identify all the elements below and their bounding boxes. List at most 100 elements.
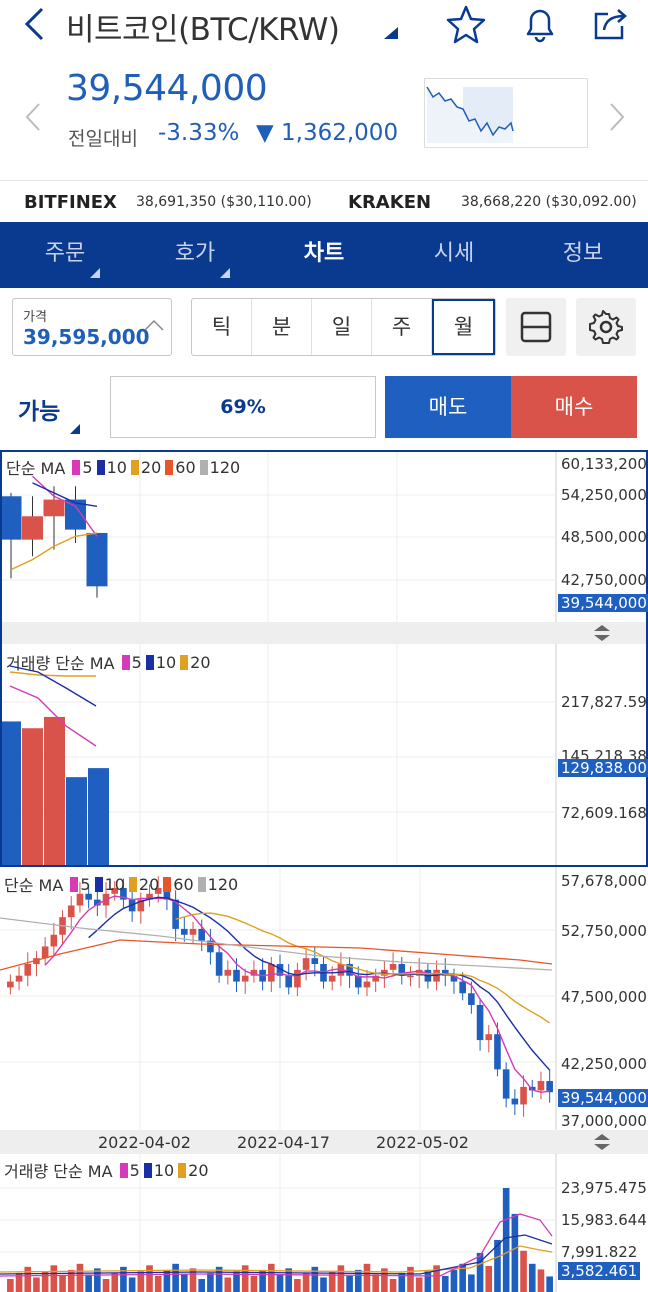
volume-bar xyxy=(88,768,109,866)
ma20-swatch xyxy=(180,654,189,670)
candle xyxy=(468,993,475,1005)
daily-volume-ma-legend: 거래량 단순 MA 5 10 20 xyxy=(4,1160,209,1182)
candle xyxy=(94,899,101,906)
mini-chart[interactable] xyxy=(424,78,588,148)
price-ma-legend: 단순 MA 5 10 20 60 120 xyxy=(6,457,241,479)
candle xyxy=(111,887,119,894)
candle xyxy=(511,1098,519,1105)
y-tick-label: 52,750,000 xyxy=(561,922,647,940)
page-title[interactable]: 비트코인(BTC/KRW) xyxy=(66,12,340,48)
gear-icon xyxy=(576,310,636,360)
chart-area[interactable]: 단순 MA 5 10 20 60 120 60,133,200 54,250,0… xyxy=(0,450,648,1292)
candle xyxy=(0,496,22,540)
candle xyxy=(346,964,353,976)
volume-bar xyxy=(276,1274,284,1292)
buy-button[interactable]: 매수 xyxy=(511,376,637,438)
volume-bar xyxy=(33,1277,40,1292)
exchange-value: 38,668,220 ($30,092.00) xyxy=(461,194,637,210)
volume-bar xyxy=(441,1275,449,1292)
y-tick-label: 42,250,000 xyxy=(561,1055,647,1073)
candle xyxy=(163,887,171,900)
volume-bar xyxy=(181,1274,188,1292)
available-label[interactable]: 가능 xyxy=(18,399,61,425)
panel-splitter xyxy=(0,622,648,644)
y-tick-label: 23,975.475 xyxy=(561,1179,647,1197)
chart-selection-frame xyxy=(0,450,648,867)
price-selector[interactable]: 가격 39,595,000 xyxy=(12,298,172,356)
bell-icon[interactable] xyxy=(520,4,560,48)
candle xyxy=(233,969,240,982)
candle xyxy=(241,975,249,982)
candle xyxy=(50,934,58,947)
y-tick-label: 217,827.599 xyxy=(561,693,648,711)
tab-order[interactable]: 주문 xyxy=(0,222,130,288)
daily-ma-legend: 단순 MA 5 10 20 60 120 xyxy=(4,874,239,896)
ma10-swatch xyxy=(143,1162,152,1178)
ma20-swatch xyxy=(178,1162,187,1178)
candle xyxy=(285,975,293,988)
ma5-swatch xyxy=(70,876,79,892)
period-tick[interactable]: 틱 xyxy=(192,299,252,355)
candle xyxy=(328,975,336,982)
panel-splitter xyxy=(0,1130,648,1154)
share-icon[interactable] xyxy=(592,4,632,48)
period-minute[interactable]: 분 xyxy=(252,299,312,355)
ma5-line xyxy=(32,475,98,537)
exchange-name: BITFINEX xyxy=(24,192,117,213)
prev-arrow-icon[interactable] xyxy=(24,102,42,136)
volume-bar xyxy=(398,1272,406,1292)
ma10-swatch xyxy=(96,459,105,475)
settings-button[interactable] xyxy=(576,298,636,356)
candle xyxy=(120,887,127,900)
percent-selector[interactable]: 69% xyxy=(110,376,376,438)
volume-bar xyxy=(128,1277,136,1292)
ma20-line xyxy=(10,532,98,571)
star-icon[interactable] xyxy=(446,4,486,48)
sell-button[interactable]: 매도 xyxy=(385,376,511,438)
volume-bar xyxy=(285,1268,293,1292)
candle xyxy=(389,964,397,970)
ma10-line xyxy=(0,1234,553,1275)
tab-orderbook[interactable]: 호가 xyxy=(130,222,260,288)
candle xyxy=(198,928,206,941)
candle xyxy=(528,1086,536,1091)
volume-bar xyxy=(381,1268,388,1292)
caret-down-icon[interactable] xyxy=(384,24,398,43)
y-tick-label: 48,500,000 xyxy=(561,528,647,546)
volume-bar xyxy=(337,1265,345,1292)
y-tick-label: 60,133,200 xyxy=(561,455,647,473)
period-week[interactable]: 주 xyxy=(372,299,432,355)
chart-canvas[interactable] xyxy=(0,450,648,1292)
y-tick-label: 42,750,000 xyxy=(561,571,647,589)
candle xyxy=(302,958,310,970)
candle xyxy=(363,981,371,988)
volume-bar xyxy=(207,1272,214,1292)
corner-icon xyxy=(90,268,100,278)
main-tabs: 주문 호가 차트 시세 정보 xyxy=(0,222,648,288)
tab-chart[interactable]: 차트 xyxy=(303,241,345,266)
next-arrow-icon[interactable] xyxy=(608,102,626,136)
current-price-tag: 39,544,000 xyxy=(558,594,648,612)
exchange-bar: BITFINEX 38,691,350 ($30,110.00) KRAKEN … xyxy=(0,180,648,224)
volume-bar xyxy=(224,1277,232,1292)
back-arrow-icon[interactable] xyxy=(22,6,48,46)
candle xyxy=(207,940,214,953)
ma120-swatch xyxy=(197,876,206,892)
ma60-swatch xyxy=(165,459,174,475)
ma5-line xyxy=(0,1213,553,1277)
period-day[interactable]: 일 xyxy=(312,299,372,355)
period-month[interactable]: 월 xyxy=(432,299,495,355)
volume-bar xyxy=(363,1263,371,1292)
candle xyxy=(537,1081,545,1091)
volume-bar xyxy=(511,1213,519,1292)
corner-icon xyxy=(220,268,230,278)
volume-bar xyxy=(22,728,43,866)
ma5-swatch xyxy=(72,459,81,475)
tab-quotes[interactable]: 시세 xyxy=(433,241,475,266)
layout-button[interactable] xyxy=(506,298,566,356)
ma5-swatch xyxy=(119,1162,128,1178)
tab-info[interactable]: 정보 xyxy=(562,241,604,266)
volume-bar xyxy=(59,1275,66,1292)
candle xyxy=(337,964,345,976)
ma10-swatch xyxy=(94,876,103,892)
